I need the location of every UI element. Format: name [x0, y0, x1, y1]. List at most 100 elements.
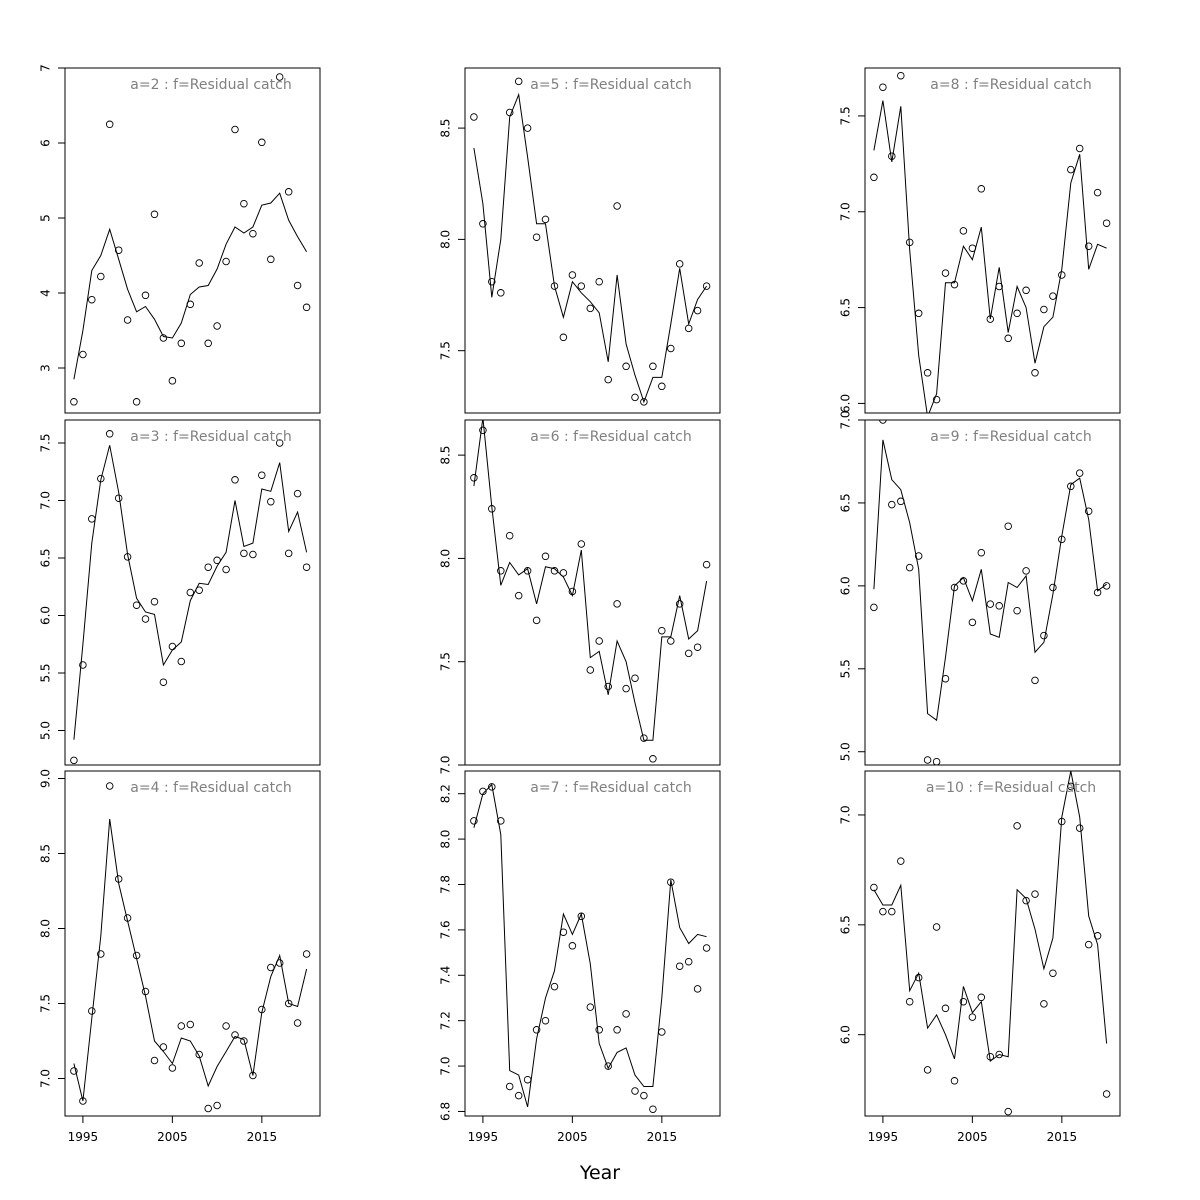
observed-point [168, 1064, 177, 1072]
observed-point [231, 125, 239, 134]
observed-point [123, 553, 132, 561]
observed-point [702, 282, 711, 290]
plot-frame [64, 419, 321, 766]
panel-data [70, 73, 311, 406]
observed-point [622, 684, 630, 693]
x-tick-label: 2005 [957, 1130, 988, 1144]
observed-point [470, 474, 478, 482]
observed-point [195, 1050, 203, 1059]
fitted-line [473, 420, 708, 741]
observed-point [222, 565, 230, 574]
panel-title: a=10 : f=Residual catch [926, 780, 1096, 796]
observed-point [995, 602, 1003, 610]
observed-point [595, 1026, 603, 1034]
observed-point [114, 494, 123, 502]
observed-point [177, 657, 186, 666]
x-tick-label: 2015 [247, 1130, 278, 1144]
panel-4: 5.0 5.5 6.0 6.5 7.0 7.5 a=3 : f=Residual catch [39, 419, 321, 766]
observed-point [995, 1050, 1003, 1059]
y-tick-label: 6.0 [839, 394, 853, 413]
observed-point [550, 567, 559, 575]
observed-point [932, 923, 941, 931]
y-tick-label: 7.5 [839, 106, 853, 125]
panel-data [870, 771, 1111, 1116]
fitted-line [473, 783, 707, 1108]
observed-point [658, 1028, 666, 1036]
observed-point [1084, 507, 1093, 515]
y-tick-label: 7.5 [439, 652, 453, 671]
observed-point [649, 1105, 657, 1113]
observed-point [977, 185, 986, 193]
observed-point [1049, 583, 1057, 592]
observed-point [658, 626, 666, 635]
y-tick-label: 7.0 [839, 805, 853, 824]
observed-point [631, 674, 639, 682]
observed-point [640, 734, 648, 742]
observed-point [1022, 567, 1030, 575]
observed-point [523, 124, 532, 132]
observed-point [195, 259, 203, 267]
observed-point [177, 339, 186, 348]
plot-frame [464, 419, 721, 766]
y-tick-label: 6.5 [39, 548, 53, 567]
observed-point [141, 615, 150, 623]
observed-point [141, 987, 150, 996]
observed-point [541, 215, 550, 224]
observed-point [693, 306, 702, 315]
observed-point [702, 560, 711, 569]
observed-point [105, 430, 114, 438]
observed-point [284, 188, 293, 196]
observed-point [550, 982, 559, 991]
y-tick-label: 6.0 [39, 606, 53, 625]
observed-point [888, 500, 896, 509]
observed-point [649, 362, 657, 371]
y-tick-label: 7.6 [439, 920, 453, 939]
observed-point [240, 199, 248, 208]
observed-point [70, 398, 78, 406]
observed-point [1093, 188, 1102, 197]
x-tick-label: 2005 [157, 1130, 188, 1144]
y-tick-label: 6.5 [839, 915, 853, 934]
observed-point [941, 1004, 950, 1013]
observed-point [950, 1077, 959, 1085]
observed-point [568, 271, 577, 279]
observed-point [684, 649, 693, 658]
x-tick-label: 1995 [868, 1130, 899, 1144]
observed-point [959, 577, 968, 585]
y-tick-label: 7.5 [39, 994, 53, 1013]
observed-point [986, 600, 995, 608]
observed-point [968, 618, 977, 627]
observed-point [568, 587, 577, 596]
observed-point [284, 549, 293, 558]
y-tick-label: 8.2 [439, 784, 453, 803]
observed-point [79, 661, 87, 669]
plot-frame [464, 67, 721, 414]
observed-point [1022, 286, 1030, 295]
observed-point [932, 395, 941, 404]
observed-point [497, 289, 505, 297]
observed-point [70, 1067, 78, 1075]
plot-frame [464, 770, 721, 1117]
x-tick-label: 2005 [557, 1130, 588, 1144]
observed-point [168, 642, 177, 651]
observed-point [684, 324, 693, 333]
observed-point [577, 282, 586, 290]
observed-point [693, 985, 702, 993]
observed-point [613, 202, 621, 210]
observed-point [1075, 144, 1084, 153]
observed-point [159, 678, 168, 686]
observed-point [675, 962, 684, 970]
panel-grid: 3 4 5 6 7 a=2 : f=Residual catch 7.5 8.0 8.5 a=5 … [39, 64, 1121, 1144]
plot-frame [64, 67, 321, 414]
y-tick-label: 4 [39, 289, 53, 297]
observed-point [488, 505, 496, 513]
panel-title: a=9 : f=Residual catch [930, 429, 1091, 445]
observed-point [514, 77, 523, 86]
observed-point [541, 1016, 550, 1025]
observed-point [595, 637, 603, 645]
observed-point [941, 674, 950, 683]
observed-point [231, 476, 239, 484]
y-tick-label: 8.5 [439, 119, 453, 138]
observed-point [275, 439, 284, 447]
